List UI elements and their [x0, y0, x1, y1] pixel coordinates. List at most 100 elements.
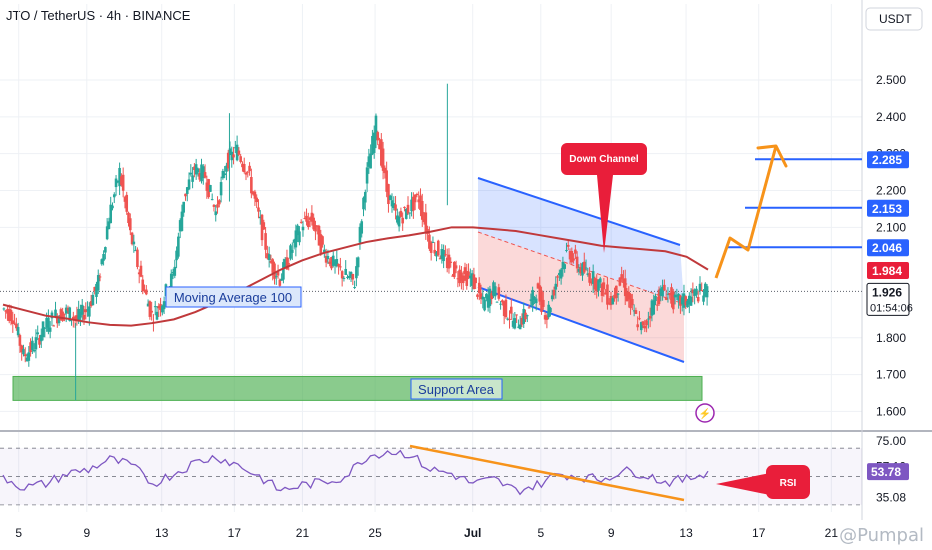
candle-body: [161, 305, 164, 313]
candle-body: [143, 289, 146, 291]
candle-body: [460, 272, 463, 281]
candle-body: [392, 203, 396, 208]
candle-body: [132, 241, 136, 245]
candle-body: [346, 276, 349, 278]
candle-body: [600, 283, 604, 296]
channel-lower-fill: [478, 232, 684, 362]
candle-body: [307, 220, 310, 228]
candle-body: [666, 293, 670, 295]
candle-body: [534, 298, 538, 304]
candle-body: [422, 219, 426, 223]
candle-body: [22, 349, 25, 355]
candle-body: [292, 239, 296, 243]
candle-body: [280, 278, 283, 281]
candle-body: [73, 316, 77, 320]
candle-body: [572, 258, 575, 261]
candle-body: [146, 303, 150, 307]
candle-body: [6, 309, 9, 314]
candle-body: [358, 226, 362, 243]
candle-body: [435, 252, 438, 257]
candle-body: [645, 320, 648, 326]
candle-body: [404, 208, 408, 219]
candle-body: [396, 215, 399, 223]
candle-body: [397, 216, 401, 227]
projection-arrowhead: [756, 144, 788, 168]
candle-body: [394, 204, 397, 211]
candle-body: [378, 144, 381, 150]
candle-body: [536, 283, 540, 289]
candle-body: [248, 165, 251, 172]
currency-box: [865, 7, 923, 31]
price-label-box: [867, 199, 909, 217]
candle-body: [638, 318, 641, 320]
candle-body: [568, 250, 572, 260]
candle-body: [693, 289, 696, 296]
candle-body: [310, 212, 314, 222]
candle-body: [173, 266, 177, 276]
candle-body: [31, 340, 34, 350]
candle-body: [324, 255, 328, 263]
candle-body: [64, 307, 68, 314]
candle-body: [581, 263, 584, 276]
candle-body: [549, 307, 552, 313]
candle-body: [623, 278, 627, 297]
candle-body: [184, 193, 187, 197]
candle-body: [317, 225, 321, 246]
candle-body: [212, 204, 216, 207]
candle-body: [461, 275, 465, 284]
candle-body: [556, 276, 559, 278]
candle-body: [682, 293, 686, 308]
candle-body: [162, 301, 166, 310]
candle-body: [105, 226, 109, 240]
candle-body: [472, 274, 476, 290]
candle-body: [449, 261, 453, 263]
x-tick-label: 9: [83, 526, 90, 540]
candle-body: [547, 304, 550, 318]
candle-body: [604, 292, 607, 295]
candle-body: [609, 295, 613, 306]
candle-body: [403, 206, 406, 208]
candle-body: [620, 274, 623, 280]
candle-body: [479, 293, 483, 300]
candle-body: [38, 338, 41, 345]
candle-body: [671, 291, 675, 310]
candle-body: [515, 314, 518, 316]
candle-body: [566, 244, 570, 247]
candle-body: [643, 325, 647, 329]
candle-body: [627, 291, 631, 300]
candle-body: [355, 266, 358, 279]
candle-body: [139, 265, 143, 277]
candle-body: [274, 276, 278, 278]
candle-body: [282, 262, 285, 280]
y-tick-label: 1.700: [876, 368, 906, 382]
candle-body: [344, 268, 348, 275]
rsi-trendline: [409, 444, 685, 502]
candle-body: [321, 236, 324, 245]
candle-body: [445, 257, 449, 269]
candle-body: [661, 286, 664, 297]
y-tick-label: 2.500: [876, 73, 906, 87]
candle-body: [98, 276, 102, 278]
candle-body: [490, 293, 493, 300]
candle-body: [241, 163, 244, 168]
candle-body: [157, 305, 161, 309]
candle-body: [695, 288, 698, 295]
candle-body: [342, 277, 346, 279]
candle-body: [639, 322, 643, 331]
candle-body: [696, 297, 700, 302]
candle-body: [492, 282, 495, 296]
candle-body: [657, 289, 661, 305]
x-tick-label: 21: [296, 526, 310, 540]
candle-body: [225, 165, 228, 172]
candle-body: [412, 196, 415, 211]
candle-body: [145, 289, 148, 295]
lightning-glyph: ⚡: [699, 407, 711, 420]
channel-lower-line: [477, 286, 685, 363]
candle-body: [440, 248, 444, 259]
y-tick-label: 1.800: [876, 331, 906, 345]
candle-body: [16, 327, 20, 336]
candle-body: [542, 299, 545, 307]
candle-body: [401, 217, 404, 224]
candle-body: [664, 297, 668, 300]
